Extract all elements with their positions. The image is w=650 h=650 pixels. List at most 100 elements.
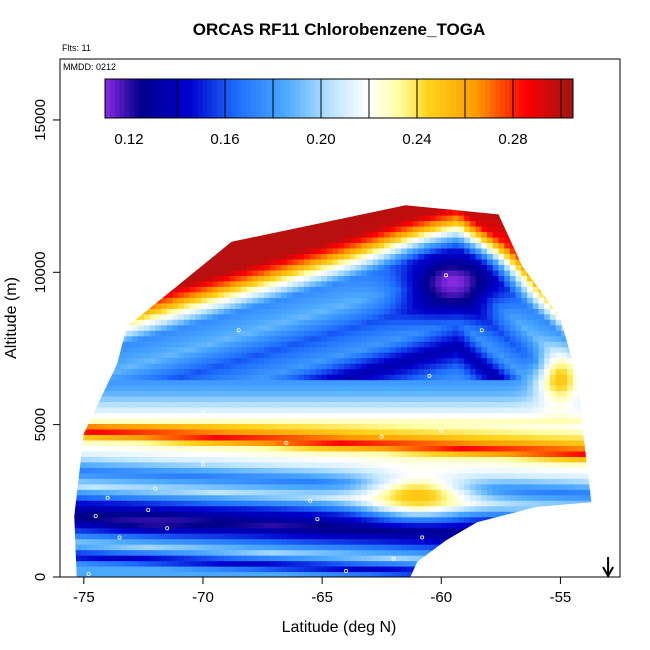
field-cell [172, 450, 179, 457]
field-cell [206, 522, 214, 529]
field-cell [378, 566, 385, 573]
field-cell [143, 352, 151, 359]
field-cell [206, 489, 214, 496]
field-cell [241, 357, 248, 364]
field-cell [161, 467, 168, 474]
field-cell [269, 527, 276, 534]
field-cell [155, 379, 162, 386]
field-cell [395, 258, 402, 265]
field-cell [395, 231, 402, 238]
field-cell [183, 357, 191, 364]
field-cell [121, 335, 128, 342]
field-cell [407, 313, 414, 320]
field-cell [109, 324, 116, 331]
field-cell [229, 363, 236, 370]
field-cell [304, 396, 311, 403]
field-cell [218, 330, 225, 337]
field-cell [332, 522, 339, 529]
field-cell [172, 308, 179, 315]
field-cell [189, 319, 196, 326]
field-cell [121, 242, 128, 249]
field-cell [86, 264, 93, 271]
field-cell [395, 428, 402, 435]
field-cell [361, 242, 368, 249]
field-cell [86, 297, 93, 304]
field-cell [447, 319, 454, 326]
field-cell [132, 423, 139, 430]
field-cell [407, 483, 414, 490]
field-cell [315, 280, 322, 287]
field-cell [103, 264, 111, 271]
field-cell [475, 280, 482, 287]
field-cell [349, 324, 357, 331]
field-cell [292, 302, 299, 309]
field-cell [281, 302, 288, 309]
field-cell [252, 379, 259, 386]
field-cell [304, 544, 311, 551]
field-cell [178, 527, 185, 534]
field-cell [304, 258, 311, 265]
field-cell [258, 236, 265, 243]
field-cell [389, 450, 397, 457]
field-cell [75, 264, 82, 271]
field-cell [424, 215, 431, 222]
field-cell [98, 215, 105, 222]
field-cell [338, 522, 345, 529]
field-cell [201, 511, 208, 518]
field-cell [395, 538, 402, 545]
field-cell [349, 450, 357, 457]
field-cell [161, 522, 168, 529]
field-cell [344, 571, 351, 577]
field-cell [92, 538, 99, 545]
field-cell [286, 335, 294, 342]
field-cell [109, 483, 116, 490]
field-cell [429, 549, 437, 556]
field-cell [132, 560, 139, 567]
field-cell [384, 412, 391, 419]
field-cell [378, 258, 385, 265]
field-cell [378, 226, 385, 233]
field-cell [344, 538, 351, 545]
field-cell [252, 341, 259, 348]
field-cell [132, 253, 139, 260]
field-cell [143, 407, 151, 414]
field-cell [183, 461, 191, 468]
field-cell [372, 439, 379, 446]
field-cell [435, 412, 442, 419]
field-cell [229, 330, 236, 337]
field-cell [132, 467, 139, 474]
field-cell [155, 335, 162, 342]
field-cell [235, 538, 242, 545]
field-cell [143, 423, 151, 430]
field-cell [178, 533, 185, 540]
field-cell [395, 472, 402, 479]
field-cell [138, 423, 145, 430]
field-cell [92, 533, 99, 540]
field-cell [109, 220, 116, 227]
field-cell [109, 522, 116, 529]
field-cell [332, 412, 339, 419]
field-cell [195, 450, 202, 457]
field-cell [258, 209, 265, 216]
field-cell [252, 544, 259, 551]
field-cell [138, 374, 145, 381]
field-cell [389, 522, 397, 529]
field-cell [183, 527, 191, 534]
field-cell [361, 434, 368, 441]
field-cell [115, 450, 122, 457]
field-cell [349, 242, 357, 249]
field-cell [235, 407, 242, 414]
field-cell [286, 472, 294, 479]
field-cell [475, 412, 482, 419]
field-cell [407, 209, 414, 216]
field-cell [258, 220, 265, 227]
field-cell [115, 226, 122, 233]
field-cell [407, 324, 414, 331]
field-cell [435, 450, 442, 457]
field-cell [395, 291, 402, 298]
field-cell [132, 308, 139, 315]
field-cell [223, 330, 231, 337]
field-cell [74, 324, 76, 331]
field-cell [132, 286, 139, 293]
field-cell [407, 407, 414, 414]
